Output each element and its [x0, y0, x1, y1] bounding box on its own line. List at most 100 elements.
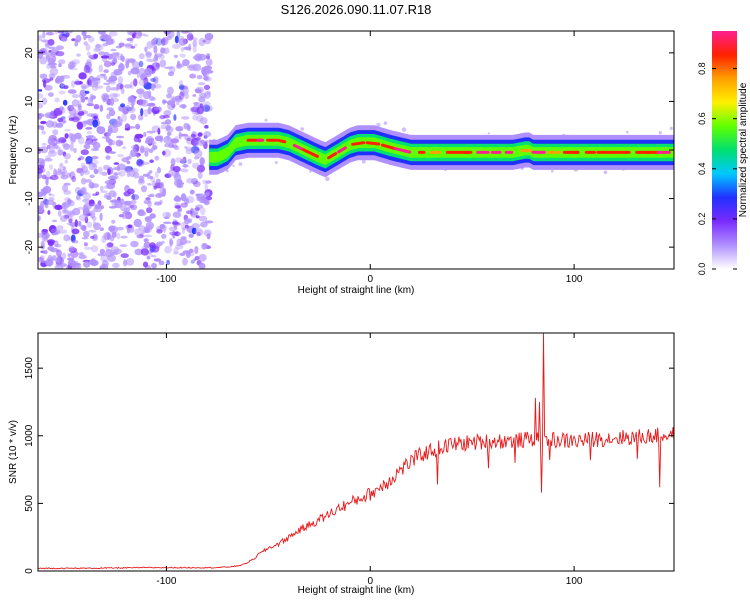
- noise-cell: [124, 43, 133, 47]
- noise-cell: [84, 41, 88, 45]
- noise-cell: [56, 76, 62, 83]
- snr-x-tick-label: 100: [566, 576, 583, 587]
- colorbar-label: Normalized spectral amplitude: [738, 82, 749, 217]
- noise-cell: [110, 49, 116, 51]
- colorbar-gradient: [712, 31, 737, 269]
- noise-cell: [199, 93, 207, 98]
- noise-cell: [72, 94, 80, 98]
- noise-cell: [45, 155, 51, 158]
- noise-cell: [85, 179, 92, 183]
- noise-cell: [192, 208, 198, 216]
- speckle-cell: [551, 170, 554, 173]
- snr-y-tick-label: 500: [24, 495, 35, 512]
- noise-cell: [184, 47, 192, 51]
- noise-cell: [198, 132, 203, 137]
- snr-x-label: Height of straight line (km): [298, 585, 415, 596]
- noise-cell: [59, 229, 68, 233]
- noise-cell: [90, 203, 97, 206]
- noise-cell: [121, 88, 125, 94]
- noise-cell: [110, 61, 118, 63]
- noise-cell: [204, 77, 212, 82]
- noise-cell: [146, 131, 155, 134]
- noise-cell: [35, 192, 43, 198]
- spectrogram-y-tick-label: 10: [24, 95, 35, 107]
- noise-cell: [61, 36, 67, 42]
- speckle-cell: [362, 160, 366, 164]
- noise-cell: [91, 95, 96, 99]
- noise-cell: [99, 266, 104, 271]
- noise-cell: [152, 145, 157, 150]
- speckle-cell: [265, 119, 268, 122]
- noise-cell: [56, 45, 64, 50]
- noise-cell: [35, 103, 43, 109]
- noise-cell: [205, 193, 210, 197]
- noise-cell: [141, 248, 149, 255]
- spectrogram-y-tick-label: 0: [24, 147, 35, 153]
- noise-cell: [94, 169, 99, 175]
- noise-cell: [48, 58, 55, 64]
- noise-cell: [193, 181, 201, 187]
- noise-cell: [52, 194, 55, 197]
- noise-cell: [147, 195, 154, 198]
- noise-cell: [128, 96, 135, 103]
- noise-cell: [179, 253, 185, 256]
- noise-cell: [173, 166, 181, 172]
- noise-cell: [162, 151, 166, 156]
- noise-cell: [58, 210, 62, 216]
- noise-cell: [44, 85, 52, 91]
- noise-cell: [112, 232, 117, 238]
- colorbar-tick-label: 0.8: [697, 62, 707, 75]
- noise-cell: [54, 29, 58, 34]
- speckle-cell: [300, 127, 304, 131]
- noise-cell: [84, 242, 88, 246]
- noise-cell: [145, 140, 153, 145]
- noise-cell: [162, 212, 170, 219]
- noise-cell: [75, 79, 80, 86]
- noise-cell: [127, 224, 132, 228]
- noise-cell: [175, 126, 183, 131]
- noise-cell: [90, 258, 96, 265]
- noise-cell: [203, 180, 206, 184]
- noise-cell: [83, 121, 92, 124]
- noise-cell: [202, 101, 211, 106]
- noise-cell: [195, 137, 201, 140]
- noise-cell: [157, 128, 160, 135]
- noise-cell: [76, 194, 80, 199]
- noise-cell: [132, 194, 135, 200]
- colorbar-tick-label: 0.2: [697, 213, 707, 226]
- noise-cell: [186, 196, 195, 203]
- noise-cell: [168, 169, 172, 177]
- noise-cell: [35, 233, 42, 238]
- noise-cell: [154, 258, 161, 261]
- noise-cell: [101, 55, 110, 58]
- noise-cell: [163, 222, 172, 225]
- noise-cell: [98, 51, 105, 55]
- noise-cell: [189, 234, 194, 238]
- noise-cell: [179, 104, 187, 108]
- noise-cell: [62, 185, 68, 192]
- noise-cell: [122, 216, 127, 219]
- noise-cell: [78, 111, 85, 116]
- noise-cell: [136, 160, 144, 167]
- noise-cell: [49, 50, 52, 53]
- noise-cell: [185, 225, 189, 229]
- noise-cell: [119, 43, 125, 47]
- noise-cell: [78, 221, 81, 227]
- noise-cell: [79, 214, 88, 221]
- noise-cell: [166, 135, 169, 141]
- noise-cell: [130, 149, 137, 157]
- noise-cell: [55, 98, 60, 103]
- noise-cell: [89, 175, 94, 179]
- noise-cell: [137, 71, 140, 78]
- noise-cell: [77, 122, 83, 130]
- noise-cell: [206, 56, 210, 60]
- noise-cell: [185, 30, 194, 34]
- noise-cell: [87, 51, 91, 56]
- noise-cell: [146, 207, 152, 213]
- noise-cell: [149, 242, 156, 248]
- spectrogram-x-label: Height of straight line (km): [298, 285, 415, 296]
- noise-cell: [83, 261, 90, 267]
- noise-cell: [143, 132, 146, 137]
